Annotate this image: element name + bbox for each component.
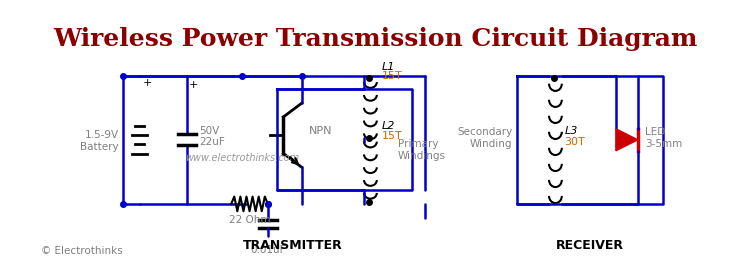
Text: +: + bbox=[142, 78, 152, 88]
Text: Winding: Winding bbox=[470, 139, 512, 149]
Text: 50V: 50V bbox=[200, 126, 220, 136]
Text: L2: L2 bbox=[382, 121, 394, 131]
Text: 1.5-9V: 1.5-9V bbox=[85, 130, 118, 140]
Text: 15T: 15T bbox=[382, 131, 402, 141]
Text: NPN: NPN bbox=[309, 126, 332, 136]
Text: Battery: Battery bbox=[80, 142, 118, 152]
Text: LED: LED bbox=[645, 128, 665, 138]
Text: TRANSMITTER: TRANSMITTER bbox=[243, 238, 343, 252]
Polygon shape bbox=[616, 129, 638, 151]
Text: RECEIVER: RECEIVER bbox=[556, 238, 624, 252]
Text: Primary: Primary bbox=[398, 139, 439, 149]
Text: Secondary: Secondary bbox=[458, 128, 512, 138]
Text: 22uF: 22uF bbox=[200, 137, 225, 147]
Text: Windings: Windings bbox=[398, 151, 446, 161]
Text: Wireless Power Transmission Circuit Diagram: Wireless Power Transmission Circuit Diag… bbox=[53, 27, 698, 51]
Text: 0.01uF: 0.01uF bbox=[250, 245, 286, 255]
Text: www.electrothinks.com: www.electrothinks.com bbox=[185, 153, 299, 163]
Text: 3-5mm: 3-5mm bbox=[645, 139, 682, 149]
Text: 22 Ohm: 22 Ohm bbox=[229, 215, 270, 225]
Text: 30T: 30T bbox=[565, 137, 585, 147]
Text: 15T: 15T bbox=[382, 71, 402, 81]
Text: L3: L3 bbox=[565, 126, 578, 136]
Text: © Electrothinks: © Electrothinks bbox=[40, 246, 122, 256]
Text: L1: L1 bbox=[382, 62, 394, 72]
Text: +: + bbox=[189, 80, 199, 90]
